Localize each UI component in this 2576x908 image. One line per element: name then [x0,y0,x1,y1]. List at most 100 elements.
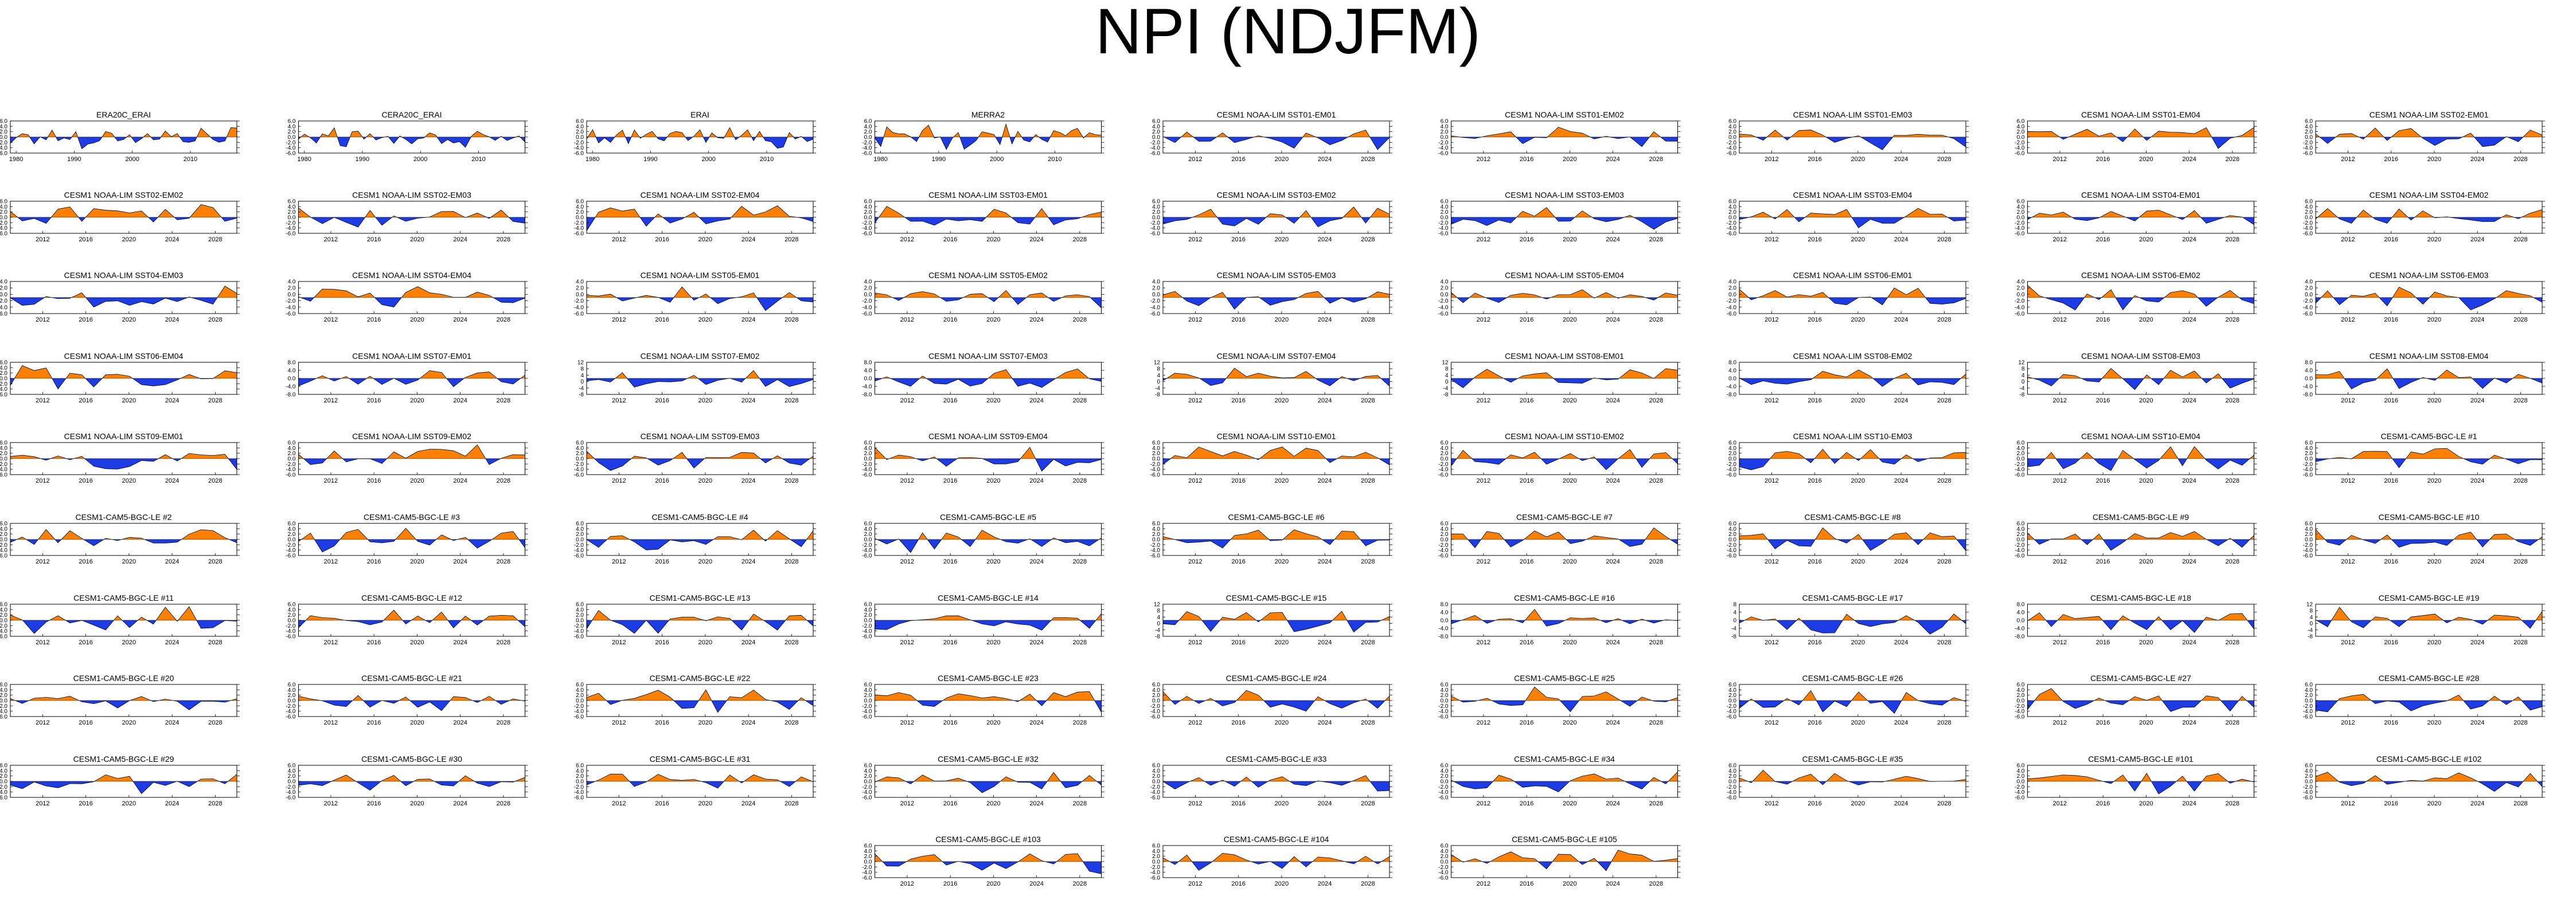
x-tick-label: 2020 [410,719,424,726]
y-tick-label: 6.0 [1152,440,1160,447]
y-tick-label: -6.0 [862,151,872,157]
x-tick-label: 2012 [900,880,914,887]
panel-title: CESM1-CAM5-BGC-LE #11 [73,593,174,602]
panel-4-1: CESM1 NOAA-LIM SST06-EM04 6.04.02.00.0-2.… [0,351,240,404]
x-tick-label: 2016 [79,639,92,646]
positive-anomaly-area [587,451,813,459]
x-tick-label: 2024 [2470,800,2484,807]
negative-anomaly-area [587,378,813,388]
positive-anomaly-area [1451,449,1678,459]
anomaly-line [1162,130,1390,150]
panel-6-3: CESM1-CAM5-BGC-LE #4 6.04.02.00.0-2.0-4.0… [574,512,816,565]
y-tick-label: 2.0 [288,531,296,538]
x-tick-label: 2024 [1318,800,1332,807]
positive-anomaly-area [298,695,525,700]
y-tick-label: -6.0 [2303,795,2313,801]
x-tick-label: 2024 [1318,558,1332,565]
x-tick-label: 2024 [2182,236,2196,243]
y-tick-label: -8.0 [1438,634,1449,640]
y-tick-label: 6.0 [2017,119,2025,125]
y-tick-label: -2.0 [1727,703,1737,710]
x-tick-label: 2012 [2053,639,2067,646]
y-tick-label: 4.0 [2017,526,2025,533]
x-tick-label: 2016 [1520,639,1533,646]
y-tick-label: -2.0 [286,461,296,468]
y-tick-label: -2.0 [286,542,296,549]
x-tick-label: 2012 [1477,316,1490,323]
x-tick-label: 2012 [1188,719,1202,726]
x-tick-label: 2016 [2096,236,2110,243]
x-tick-label: 2012 [1477,236,1490,243]
x-tick-label: 2016 [943,719,957,726]
x-tick-label: 2020 [1275,478,1289,484]
positive-anomaly-area [875,691,1102,700]
panel-8-2: CESM1-CAM5-BGC-LE #21 6.04.02.00.0-2.0-4.… [286,674,528,726]
negative-anomaly-area [875,137,1102,150]
y-tick-label: 4.0 [1152,768,1160,774]
anomaly-line [1451,449,1678,471]
x-tick-label: 2012 [1765,478,1778,484]
x-tick-label: 2028 [497,558,510,565]
x-tick-label: 2012 [2341,800,2355,807]
y-tick-label: 2.0 [2305,209,2313,216]
x-tick-label: 2016 [1520,478,1533,484]
anomaly-line [2027,368,2254,390]
y-tick-label: -2.0 [862,542,872,549]
y-tick-label: 0.0 [864,698,872,705]
y-tick-label: -6.0 [1438,553,1449,559]
y-tick-label: -6.0 [1438,875,1449,882]
y-tick-label: 2.0 [288,129,296,135]
x-tick-label: 2024 [1318,397,1332,404]
positive-anomaly-area [1739,208,1966,217]
y-tick-label: 0.0 [2305,215,2313,221]
positive-anomaly-area [1451,850,1678,862]
y-tick-label: -6.0 [574,151,584,157]
x-tick-label: 2028 [1073,236,1087,243]
y-tick-label: 4.0 [576,687,584,694]
y-tick-label: 0.0 [288,215,296,221]
y-tick-label: 0.0 [1728,456,1736,463]
x-tick-label: 2028 [2226,397,2239,404]
positive-anomaly-area [2316,128,2542,137]
anomaly-line [875,447,1102,472]
panel-title: CESM1-CAM5-BGC-LE #101 [2088,754,2193,764]
panel-frame [2315,604,2543,637]
x-tick-label: 2012 [324,639,338,646]
y-tick-label: -2.0 [286,784,296,790]
x-tick-label: 2012 [1188,478,1202,484]
y-tick-label: 0.0 [864,376,872,382]
negative-anomaly-area [2027,781,2254,794]
anomaly-line [1162,610,1390,633]
y-tick-label: 4.0 [864,445,872,452]
x-tick-label: 2016 [1520,800,1533,807]
y-tick-label: -6.0 [1727,231,1737,237]
y-tick-label: 4.0 [1728,526,1736,533]
x-tick-label: 2028 [497,478,510,484]
y-tick-label: -6.0 [286,151,296,157]
y-tick-label: -6.0 [862,311,872,318]
x-tick-label: 2016 [79,316,92,323]
x-tick-label: 2016 [655,236,669,243]
y-tick-label: -2.0 [1727,784,1737,790]
x-tick-label: 2016 [1231,558,1245,565]
y-tick-label: -4 [579,385,584,392]
y-tick-label: -4.0 [1438,145,1449,151]
y-tick-label: -4.0 [2303,789,2313,796]
panel-title: CESM1 NOAA-LIM SST03-EM02 [1217,190,1336,199]
x-tick-label: 2012 [1188,316,1202,323]
x-tick-label: 2016 [1231,639,1245,646]
panel-title: CESM1 NOAA-LIM SST07-EM04 [1217,351,1336,361]
panel-title: CESM1-CAM5-BGC-LE #28 [2379,674,2480,683]
y-tick-label: 12 [2018,360,2025,366]
panel-5-2: CESM1 NOAA-LIM SST09-EM02 6.04.02.00.0-2.… [286,432,528,484]
x-tick-label: 2012 [2341,156,2355,163]
x-tick-label: 2028 [2513,558,2527,565]
x-tick-label: 2016 [943,236,957,243]
x-tick-label: 2010 [1048,156,1061,163]
y-tick-label: -2.0 [0,381,7,388]
panel-title: CESM1-CAM5-BGC-LE #17 [1802,593,1903,602]
x-tick-label: 2020 [1851,639,1865,646]
y-tick-label: 0.0 [864,292,872,298]
panel-title: CESM1-CAM5-BGC-LE #14 [938,593,1039,602]
